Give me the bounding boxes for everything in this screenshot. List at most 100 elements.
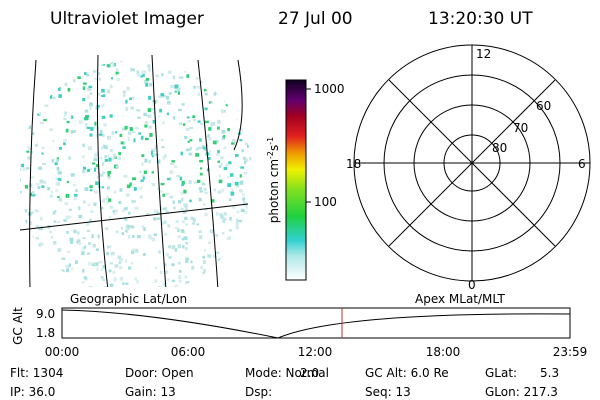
pixel [243, 172, 248, 175]
pixel [104, 145, 108, 150]
pixel [234, 181, 239, 186]
pixel [142, 70, 147, 74]
pixel [149, 133, 153, 137]
pixel [110, 251, 115, 256]
pixel [143, 112, 147, 117]
pixel [88, 85, 93, 89]
pixel [183, 189, 187, 194]
pixel [82, 169, 86, 174]
pixel [55, 189, 59, 192]
pixel [242, 110, 246, 113]
pixel [236, 185, 240, 188]
pixel [157, 286, 161, 287]
pixel [187, 140, 190, 143]
axis-label: GC Alt [11, 307, 25, 345]
pixel [89, 102, 93, 107]
pixel [38, 166, 43, 170]
pixel [114, 156, 117, 159]
pixel [82, 98, 86, 102]
pixel [118, 156, 121, 161]
pixel [199, 190, 203, 193]
pixel [176, 175, 180, 178]
pixel [155, 74, 160, 78]
pixel [244, 142, 249, 146]
pixel [83, 245, 87, 249]
pixel [132, 96, 135, 100]
pixel [234, 154, 239, 157]
pixel [113, 276, 117, 281]
pixel [67, 215, 72, 219]
pixel [115, 131, 118, 134]
pixel [27, 113, 32, 117]
pixel [205, 120, 209, 124]
pixel [168, 92, 173, 95]
pixel [37, 185, 41, 190]
pixel [231, 271, 234, 275]
pixel [148, 159, 151, 164]
status-field: Mode: Normal [245, 366, 329, 380]
pixel [167, 102, 171, 105]
pixel [161, 146, 165, 149]
pixel [44, 259, 49, 263]
pixel [89, 133, 93, 137]
pixel [132, 248, 136, 251]
pixel [231, 142, 235, 145]
pixel [40, 79, 43, 84]
pixel [43, 278, 47, 281]
pixel [205, 277, 209, 280]
pixel [222, 217, 227, 221]
pixel [249, 96, 252, 100]
pixel [43, 294, 45, 298]
pixel [28, 125, 31, 130]
colorbar-label: photon cm-2s-1 [266, 137, 281, 224]
pixel [31, 132, 35, 135]
pixel [63, 139, 68, 142]
left-title: Geographic Lat/Lon [70, 292, 187, 306]
pixel [70, 69, 73, 72]
pixel [18, 282, 20, 284]
uv-image [18, 60, 252, 298]
pixel [119, 133, 123, 137]
pixel [144, 124, 148, 128]
pixel [203, 88, 207, 92]
pixel [148, 67, 151, 72]
pixel [202, 260, 206, 264]
pixel [148, 125, 152, 129]
pixel [68, 156, 71, 160]
pixel [236, 116, 241, 120]
pixel [158, 250, 161, 254]
pixel [84, 187, 89, 191]
pixel [59, 94, 62, 97]
pixel [207, 254, 212, 258]
pixel [192, 115, 196, 119]
pixel [244, 79, 248, 84]
time-label: 12:00 [298, 345, 333, 359]
pixel [87, 203, 90, 207]
pixel [34, 144, 38, 147]
pixel [49, 194, 53, 198]
pixel [136, 279, 139, 284]
pixel [188, 180, 192, 185]
pixel [192, 222, 196, 225]
pixel [241, 149, 244, 153]
pixel [49, 230, 53, 234]
pixel [239, 263, 242, 266]
pixel [197, 120, 201, 123]
pixel [199, 235, 203, 240]
pixel [127, 234, 131, 239]
pixel [106, 186, 110, 190]
pixel [166, 100, 171, 104]
colorbar-tick: 1000 [314, 82, 345, 96]
colorbar [285, 79, 307, 281]
pixel [53, 284, 58, 287]
pixel [196, 85, 201, 89]
pixel [102, 171, 106, 174]
pixel [127, 225, 132, 228]
pixel [38, 283, 43, 286]
pixel [90, 210, 94, 214]
pixel [54, 86, 59, 89]
pixel [180, 207, 184, 210]
pixel [247, 80, 251, 85]
pixel [164, 154, 167, 158]
pixel [82, 82, 87, 85]
